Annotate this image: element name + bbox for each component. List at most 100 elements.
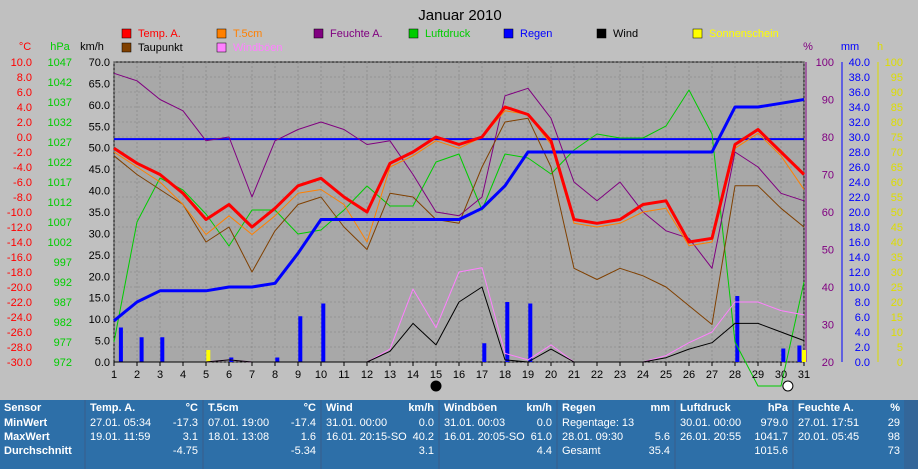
tick-h: 100	[885, 57, 903, 69]
tick-pct: 50	[822, 245, 834, 257]
series-line-t5	[113, 110, 805, 247]
tick-mm: 30.0	[849, 132, 870, 144]
axis-label-kmh: km/h	[80, 41, 104, 53]
x-tick-label: 9	[295, 369, 301, 381]
tick-kmh: 25.0	[89, 250, 110, 262]
tick-kmh: 15.0	[89, 293, 110, 305]
tick-mm: 10.0	[849, 282, 870, 294]
tick-mm: 22.0	[849, 192, 870, 204]
tick-temp: -30.0	[7, 357, 32, 369]
rain-bar	[797, 345, 802, 362]
tick-mm: 32.0	[849, 117, 870, 129]
tick-h: 65	[891, 162, 903, 174]
legend-label: Temp. A.	[138, 28, 181, 40]
rain-bar	[781, 348, 786, 362]
x-tick-label: 24	[637, 369, 649, 381]
tick-hpa: 977	[54, 337, 72, 349]
stats-header: Luftdruck hPa	[680, 402, 788, 414]
legend-label: Wind	[613, 28, 638, 40]
tick-h: 90	[891, 87, 903, 99]
tick-hpa: 1022	[48, 157, 72, 169]
tick-hpa: 972	[54, 357, 72, 369]
legend-label: Sonnenschein	[709, 28, 779, 40]
tick-temp: -14.0	[7, 237, 32, 249]
tick-mm: 8.0	[855, 297, 870, 309]
stats-max-row: 16.01. 20:15-SO 40.2	[326, 431, 434, 443]
tick-temp: -26.0	[7, 327, 32, 339]
tick-hpa: 1012	[48, 197, 72, 209]
tick-h: 35	[891, 252, 903, 264]
tick-h: 45	[891, 222, 903, 234]
tick-pct: 40	[822, 282, 834, 294]
tick-h: 10	[891, 327, 903, 339]
rain-bar	[735, 296, 740, 362]
tick-pct: 90	[822, 95, 834, 107]
tick-mm: 6.0	[855, 312, 870, 324]
tick-temp: -8.0	[13, 192, 32, 204]
tick-kmh: 20.0	[89, 271, 110, 283]
legend-label: Windböen	[233, 42, 283, 54]
tick-kmh: 45.0	[89, 164, 110, 176]
stats-column-0: Temp. A. °C 27.01. 05:34 -17.3 19.01. 11:59 3…	[86, 400, 202, 469]
tick-temp: -22.0	[7, 297, 32, 309]
stats-table: Sensor MinWert MaxWert Durchschnitt Temp…	[0, 400, 918, 469]
tick-h: 75	[891, 132, 903, 144]
tick-temp: -18.0	[7, 267, 32, 279]
label-avg: Durchschnitt	[4, 445, 72, 457]
tick-hpa: 992	[54, 277, 72, 289]
tick-pct: 80	[822, 132, 834, 144]
x-tick-label: 25	[660, 369, 672, 381]
legend-swatch	[313, 28, 324, 39]
tick-temp: 10.0	[11, 57, 32, 69]
tick-temp: 6.0	[17, 87, 32, 99]
stats-min-row: Regentage: 13	[562, 417, 635, 429]
rain-bar	[275, 357, 280, 362]
stats-avg-row: 73	[887, 445, 900, 457]
tick-mm: 4.0	[855, 327, 870, 339]
tick-kmh: 5.0	[95, 336, 110, 348]
legend-swatch	[503, 28, 514, 39]
tick-pct: 60	[822, 207, 834, 219]
tick-pct: 100	[816, 57, 834, 69]
stats-max-row: 20.01. 05:45 98	[798, 431, 900, 443]
axes: °C 10.0 8.0 6.0 4.0 2.0 0.0 -2.0 -4.0 -6.0 -8.0 -10…	[7, 41, 903, 369]
x-tick-label: 19	[522, 369, 534, 381]
label-max: MaxWert	[4, 431, 50, 443]
tick-temp: 4.0	[17, 102, 32, 114]
tick-hpa: 1007	[48, 217, 72, 229]
stats-min-row: 31.01. 00:00 0.0	[326, 417, 434, 429]
tick-pct: 70	[822, 170, 834, 182]
x-tick-label: 13	[384, 369, 396, 381]
axis-label-temp: °C	[19, 41, 31, 53]
x-tick-label: 4	[180, 369, 186, 381]
axis-label-pct: %	[803, 41, 813, 53]
stats-column-6: Feuchte A.% 27.01. 17:51 29 20.01. 05:45 98 7…	[794, 400, 904, 469]
x-tick-label: 7	[249, 369, 255, 381]
tick-temp: -24.0	[7, 312, 32, 324]
tick-temp: -12.0	[7, 222, 32, 234]
series-line-wind	[114, 286, 805, 363]
moon-full-icon	[782, 380, 794, 392]
stats-header: Feuchte A.%	[798, 402, 900, 414]
x-tick-label: 8	[272, 369, 278, 381]
tick-mm: 26.0	[849, 162, 870, 174]
axis-label-hpa: hPa	[50, 41, 70, 53]
rain-bar	[118, 327, 123, 362]
stats-avg-row: 4.4	[536, 445, 552, 457]
tick-pct: 30	[822, 320, 834, 332]
tick-kmh: 55.0	[89, 121, 110, 133]
x-tick-label: 23	[614, 369, 626, 381]
series-line-rain	[113, 98, 805, 322]
stats-header: Regen mm	[562, 402, 670, 414]
legend-swatch	[216, 28, 227, 39]
tick-mm: 14.0	[849, 252, 870, 264]
x-tick-label: 21	[568, 369, 580, 381]
tick-hpa: 1032	[48, 117, 72, 129]
series-line-hum	[113, 72, 805, 269]
tick-kmh: 35.0	[89, 207, 110, 219]
tick-mm: 24.0	[849, 177, 870, 189]
stats-max-row: 16.01. 20:05-SO 61.0	[444, 431, 552, 443]
tick-h: 40	[891, 237, 903, 249]
stats-column-2: Wind km/h 31.01. 00:00 0.0 16.01. 20:15-SO 40…	[322, 400, 438, 469]
tick-hpa: 987	[54, 297, 72, 309]
